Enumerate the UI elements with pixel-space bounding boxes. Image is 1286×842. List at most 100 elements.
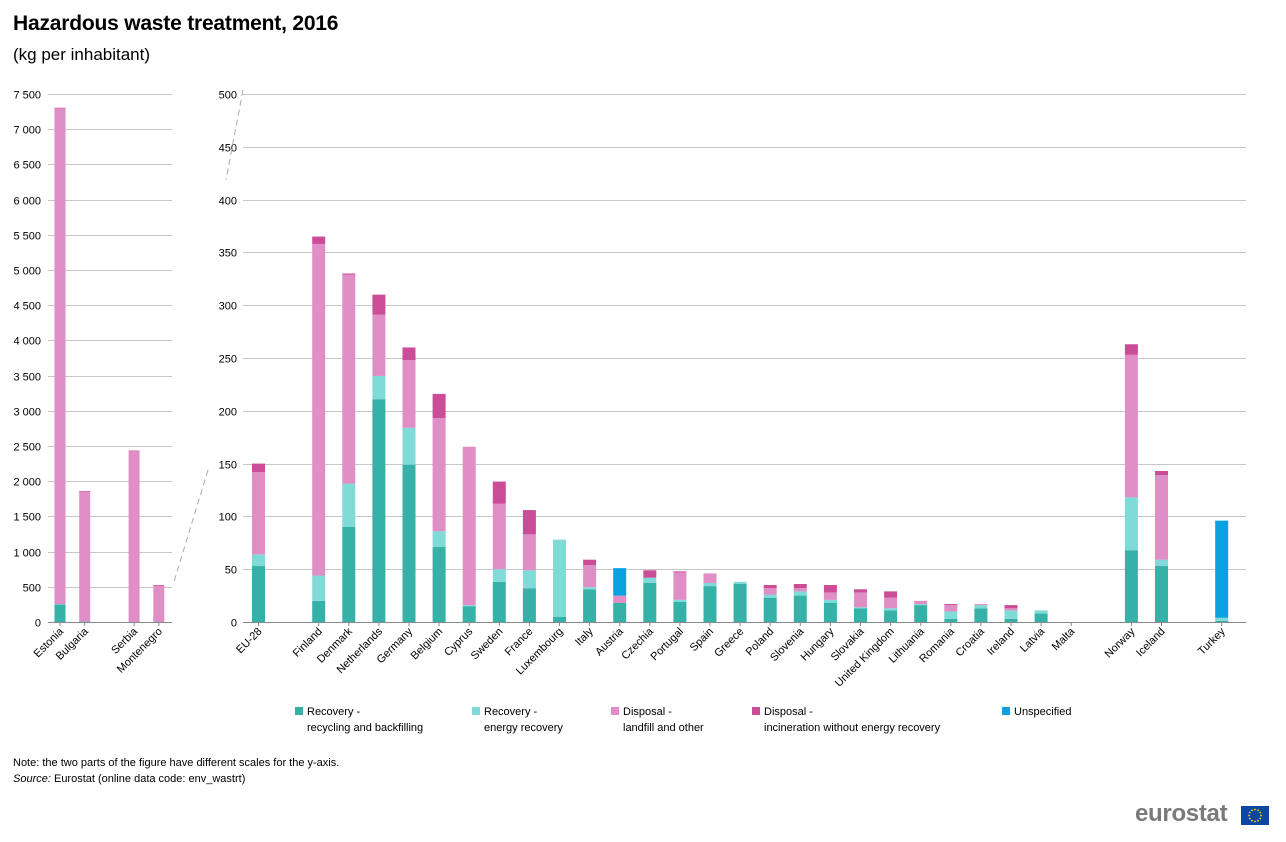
bar-segment-landfill — [974, 604, 988, 606]
bar-segment-landfill — [79, 491, 91, 622]
bar-segment-recycling — [1124, 550, 1138, 622]
y-tick-label: 400 — [219, 196, 237, 208]
bar-segment-energy — [793, 591, 807, 596]
bar-segment-energy — [312, 575, 326, 601]
eu-stars-icon — [1248, 808, 1262, 823]
bar-segment-incineration — [763, 585, 777, 589]
bar-segment-recycling — [613, 602, 627, 622]
bar-segment-energy — [944, 611, 958, 619]
y-tick-label: 5 500 — [13, 231, 41, 243]
x-tick-label: Croatia — [953, 625, 987, 659]
bar-segment-incineration — [793, 583, 807, 589]
scale-connector-bottom — [172, 469, 209, 586]
bar-segment-recycling — [944, 618, 958, 622]
y-tick-label: 0 — [35, 618, 41, 630]
x-tick-label: Ireland — [985, 626, 1017, 658]
bar-segment-recycling — [703, 586, 717, 622]
bar-segment-landfill — [583, 564, 597, 588]
bar-segment-incineration — [492, 481, 506, 504]
bar-segment-incineration — [342, 273, 356, 275]
bar-segment-incineration — [54, 107, 66, 109]
bar-segment-landfill — [342, 274, 356, 484]
legend-label: landfill and other — [623, 722, 704, 734]
bar-segment-energy — [462, 605, 476, 607]
x-tick-label: Norway — [1103, 625, 1138, 660]
bar-segment-landfill — [128, 450, 140, 622]
x-tick-label: Portugal — [649, 626, 686, 663]
bar-segment-incineration — [252, 463, 265, 473]
bar-segment-landfill — [54, 108, 66, 605]
bar-segment-recycling — [974, 608, 988, 622]
bar-segment-recycling — [312, 600, 326, 622]
legend-label: Recovery - — [307, 706, 361, 718]
bar-segment-landfill — [884, 597, 898, 609]
bar-segment-energy — [673, 599, 687, 602]
bar-segment-energy — [432, 531, 446, 548]
bar-segment-recycling — [342, 526, 356, 622]
bar-segment-recycling — [252, 566, 265, 622]
bar-segment-landfill — [312, 243, 326, 576]
x-tick-label: Spain — [688, 626, 716, 654]
bar-segment-landfill — [703, 573, 717, 583]
x-tick-label: Latvia — [1018, 625, 1048, 655]
bar-segment-energy — [914, 604, 928, 606]
bar-segment-landfill — [613, 595, 627, 603]
y-tick-label: 1 500 — [13, 512, 41, 524]
legend-label: recycling and backfilling — [307, 722, 424, 734]
bar-segment-recycling — [643, 582, 657, 622]
bar-segment-landfill — [763, 588, 777, 595]
bar-segment-recycling — [793, 595, 807, 622]
eu-flag-icon — [1241, 806, 1269, 825]
bar-segment-landfill — [673, 572, 687, 600]
bar-segment-energy — [342, 483, 356, 527]
x-tick-label: Sweden — [469, 626, 506, 663]
bar-segment-incineration — [372, 294, 386, 315]
y-tick-label: 500 — [219, 90, 237, 102]
bar-segment-energy — [643, 577, 657, 583]
y-tick-label: 250 — [219, 354, 237, 366]
bar-segment-incineration — [583, 559, 597, 565]
bar-segment-energy — [884, 608, 898, 611]
bar-segment-landfill — [492, 503, 506, 570]
x-tick-label: Belgium — [409, 626, 446, 663]
y-tick-label: 6 500 — [13, 160, 41, 172]
bar-segment-energy — [583, 587, 597, 590]
x-tick-label: Italy — [573, 625, 596, 648]
bar-segment-landfill — [914, 600, 928, 605]
bar-segment-energy — [733, 581, 747, 584]
bar-segment-landfill — [153, 585, 165, 622]
eu-star — [1254, 808, 1256, 811]
bar-segment-energy — [854, 607, 867, 609]
footnote: Note: the two parts of the figure have d… — [13, 757, 340, 769]
bar-segment-landfill — [402, 360, 416, 428]
x-tick-label: Iceland — [1134, 626, 1168, 660]
bar-segment-recycling — [1215, 620, 1229, 622]
bar-segment-energy — [1155, 559, 1168, 567]
bar-segment-landfill — [372, 314, 386, 376]
bar-segment-incineration — [79, 491, 91, 492]
bar-segment-recycling — [553, 616, 566, 622]
bar-segment-landfill — [854, 592, 867, 608]
y-tick-label: 2 500 — [13, 442, 41, 454]
y-tick-label: 7 500 — [13, 90, 41, 102]
bar-segment-recycling — [462, 606, 476, 622]
bar-segment-energy — [763, 594, 777, 598]
bar-segment-recycling — [733, 583, 747, 622]
bar-segment-recycling — [763, 597, 777, 622]
legend-swatch-energy — [472, 707, 480, 715]
eu-star — [1254, 820, 1256, 823]
bar-segment-recycling — [1004, 618, 1018, 622]
bar-segment-incineration — [1124, 344, 1138, 355]
bar-segment-recycling — [402, 464, 416, 622]
bar-segment-landfill — [944, 605, 958, 612]
y-tick-label: 1 000 — [13, 548, 41, 560]
bar-segment-recycling — [79, 621, 91, 623]
bar-segment-energy — [54, 604, 66, 605]
eu-star — [1260, 814, 1262, 817]
legend-swatch-landfill — [611, 707, 619, 715]
bar-segment-incineration — [673, 571, 687, 573]
bar-segment-recycling — [522, 588, 536, 622]
bar-segment-recycling — [1034, 613, 1048, 622]
source-line: Source: Eurostat (online data code: env_… — [13, 773, 245, 785]
